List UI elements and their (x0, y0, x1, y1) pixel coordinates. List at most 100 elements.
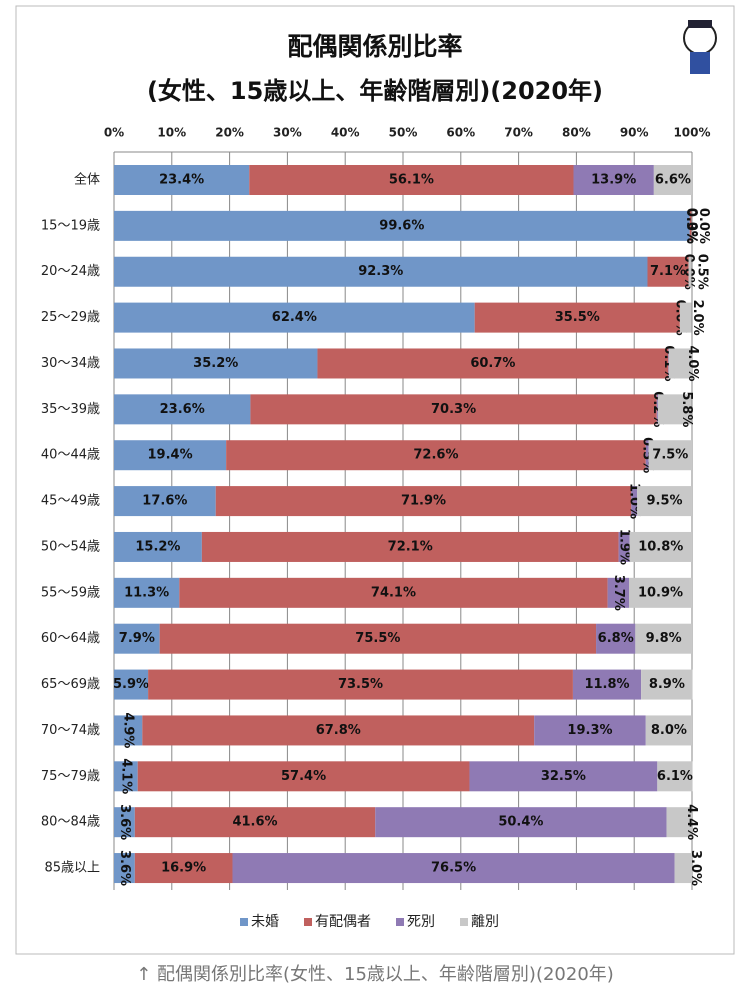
data-label: 3.7% (611, 575, 626, 611)
data-label: 0.5% (694, 254, 709, 290)
data-label: 67.8% (316, 723, 361, 738)
data-label: 3.0% (688, 850, 703, 886)
bar-segment (666, 807, 692, 838)
y-tick-label: 40〜44歳 (41, 448, 100, 463)
bar-segment (114, 807, 135, 838)
y-tick-label: 25〜29歳 (41, 310, 100, 325)
bar-segment (689, 210, 692, 241)
bar-segment (607, 577, 629, 608)
data-label: 75.5% (355, 631, 400, 646)
bar-segment (249, 165, 574, 195)
x-tick-label: 90% (620, 126, 649, 140)
x-tick-label: 100% (673, 126, 710, 140)
y-tick-label: 80〜84歳 (41, 815, 100, 830)
bar-segment (142, 715, 535, 746)
x-tick-label: 70% (504, 126, 533, 140)
data-label: 56.1% (389, 173, 434, 188)
legend-label: 有配偶者 (315, 914, 371, 930)
caption: ↑ 配偶関係別比率(女性、15歳以上、年齢階層別)(2020年) (136, 964, 614, 985)
bar-segment (317, 348, 669, 379)
data-label: 4.1% (118, 758, 133, 794)
bar-segment (637, 486, 692, 517)
bar-segment (674, 853, 692, 884)
bar-segment (179, 577, 608, 608)
data-label: 92.3% (358, 264, 403, 279)
bar-segment (114, 440, 227, 471)
bar-segment (114, 715, 143, 746)
bar-segment (134, 853, 233, 884)
data-label: 6.6% (655, 173, 691, 188)
y-tick-label: 60〜64歳 (41, 631, 100, 646)
bar-segment (645, 715, 692, 746)
legend-label: 離別 (471, 913, 499, 930)
bar-segment (114, 302, 475, 333)
bar-segment (375, 807, 667, 838)
data-label: 23.4% (159, 173, 204, 188)
chart-subtitle: (女性、15歳以上、年齢階層別)(2020年) (147, 77, 603, 105)
legend-swatch (240, 918, 248, 926)
data-label: 17.6% (142, 494, 187, 509)
data-label: 5.9% (113, 677, 149, 692)
data-label: 9.8% (646, 631, 682, 646)
data-label: 57.4% (281, 769, 326, 784)
bar-segment (114, 853, 135, 884)
bar-segment (628, 577, 692, 608)
x-tick-label: 10% (157, 126, 186, 140)
data-label: 35.2% (193, 356, 238, 371)
legend-label: 未婚 (251, 914, 279, 930)
data-label: 32.5% (541, 769, 586, 784)
legend-swatch (460, 918, 468, 926)
legend-label: 死別 (407, 914, 435, 930)
bar-segment (635, 623, 692, 654)
data-label: 10.9% (638, 585, 683, 600)
data-label: 8.9% (649, 677, 685, 692)
y-tick-label: 30〜34歳 (41, 356, 100, 371)
y-tick-label: 45〜49歳 (41, 494, 100, 509)
data-label: 13.9% (591, 173, 636, 188)
data-label: 6.8% (598, 631, 634, 646)
data-label: 1.9% (617, 529, 632, 565)
data-label: 0.3% (683, 208, 698, 244)
bar-segment (474, 302, 680, 333)
bar-segment (114, 165, 250, 195)
bar-segment (657, 394, 692, 425)
x-tick-label: 60% (446, 126, 475, 140)
x-tick-label: 30% (273, 126, 302, 140)
data-label: 7.1% (650, 264, 686, 279)
y-tick-label: 85歳以上 (44, 861, 100, 876)
x-tick-label: 0% (104, 126, 124, 140)
data-label: 10.8% (638, 539, 683, 554)
data-label: 72.1% (388, 539, 433, 554)
data-label: 3.6% (117, 850, 132, 886)
legend-swatch (304, 918, 312, 926)
mascot-icon (683, 20, 717, 74)
y-tick-label: 75〜79歳 (41, 769, 100, 784)
bar-segment (114, 348, 318, 379)
bar-segment (657, 761, 693, 792)
bar-segment (114, 256, 648, 287)
bar-segment (647, 256, 689, 287)
chart-title: 配偶関係別比率 (287, 32, 462, 61)
data-label: 19.3% (567, 723, 612, 738)
bar-segment (688, 256, 692, 287)
data-label: 35.5% (555, 310, 600, 325)
data-label: 62.4% (272, 310, 317, 325)
y-tick-label: 15〜19歳 (41, 218, 100, 233)
bar-segment (114, 761, 138, 792)
x-tick-label: 40% (331, 126, 360, 140)
bar-segment (668, 348, 669, 379)
data-label: 7.9% (119, 631, 155, 646)
data-label: 7.5% (652, 448, 688, 463)
y-tick-label: 35〜39歳 (41, 402, 100, 417)
bar-segment (114, 486, 216, 517)
bar-segment (201, 531, 619, 562)
bar-segment (645, 440, 649, 471)
bar-segment (656, 394, 658, 425)
legend-swatch (396, 918, 404, 926)
data-label: 73.5% (338, 677, 383, 692)
data-label: 99.6% (379, 218, 424, 233)
data-label: 72.6% (413, 448, 458, 463)
data-label: 11.8% (584, 677, 629, 692)
data-label: 16.9% (161, 861, 206, 876)
